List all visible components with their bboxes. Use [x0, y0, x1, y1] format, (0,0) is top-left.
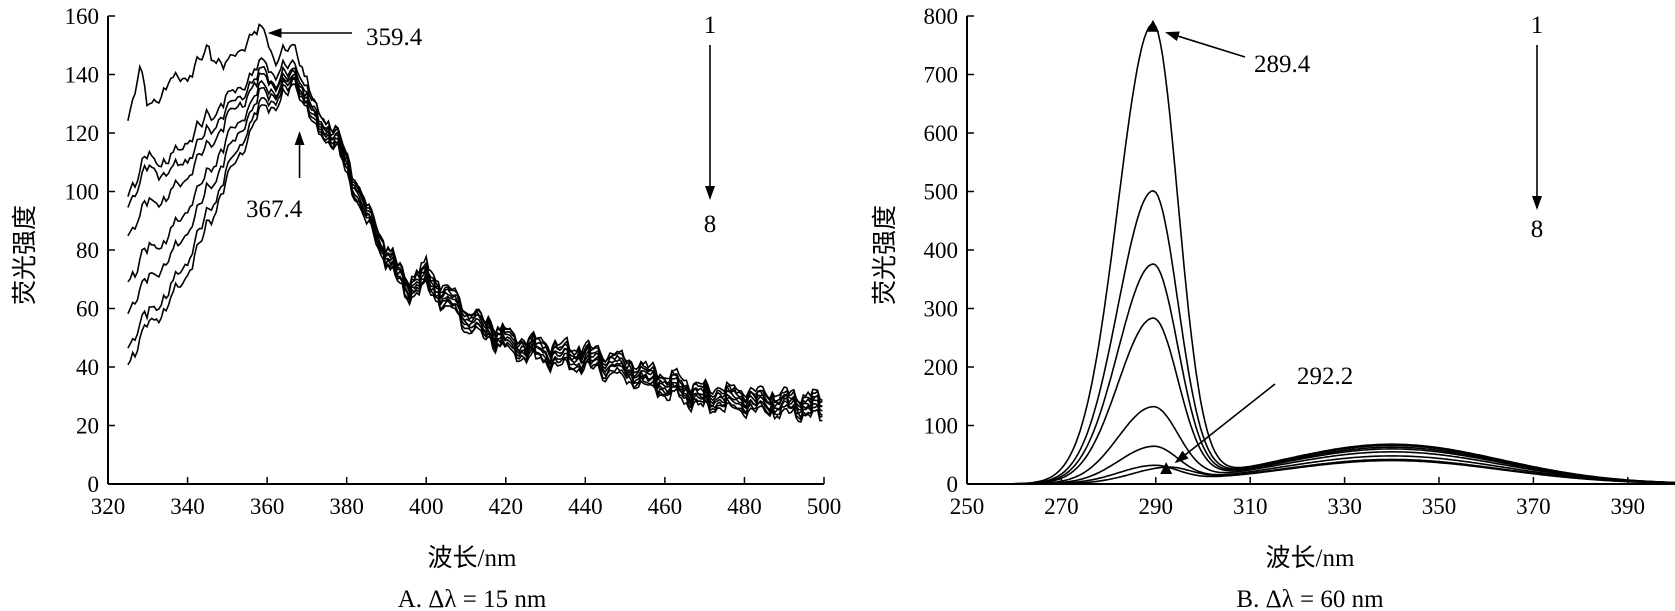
x-tick-label: 480 — [727, 494, 762, 519]
spectrum-line-a-5 — [127, 72, 823, 415]
x-tick-label: 290 — [1139, 494, 1174, 519]
arrow-289 — [1165, 31, 1246, 58]
panel-a-xlabel: 波长/nm — [428, 544, 517, 572]
spectrum-line-a-3 — [127, 65, 823, 409]
spectrum-line-a-7 — [127, 77, 823, 422]
peak-marker — [1146, 19, 1159, 32]
spectrum-line-a-1 — [127, 23, 823, 405]
x-tick-label: 500 — [807, 494, 842, 519]
y-tick-label: 100 — [65, 180, 100, 205]
spectrum-line-a-8 — [127, 83, 823, 423]
y-tick-label: 800 — [924, 4, 959, 29]
spectrum-line-b-1 — [967, 23, 1675, 485]
panel-a-caption: A. Δλ = 15 nm — [398, 586, 547, 611]
annotation-289-4: 289.4 — [1254, 51, 1311, 78]
panel-a-ylabel: 荧光强度 — [11, 205, 39, 305]
y-tick-label: 0 — [88, 472, 100, 497]
x-tick-label: 390 — [1611, 494, 1646, 519]
spectrum-line-a-2 — [127, 57, 823, 408]
spectrum-line-b-5 — [967, 405, 1675, 485]
order-start-a: 1 — [704, 12, 717, 39]
panel-b-ylabel: 荧光强度 — [871, 205, 899, 305]
x-tick-label: 440 — [568, 494, 603, 519]
y-tick-label: 20 — [76, 414, 99, 439]
spectrum-line-b-8 — [967, 459, 1675, 485]
x-tick-label: 320 — [91, 494, 126, 519]
y-tick-label: 140 — [65, 63, 100, 88]
y-tick-label: 160 — [65, 4, 100, 29]
x-tick-label: 370 — [1516, 494, 1551, 519]
x-tick-label: 420 — [489, 494, 524, 519]
spectrum-line-b-2 — [967, 189, 1675, 485]
spectrum-line-a-4 — [127, 68, 823, 411]
x-tick-label: 460 — [648, 494, 683, 519]
y-tick-label: 0 — [947, 472, 959, 497]
x-tick-label: 250 — [950, 494, 985, 519]
y-tick-label: 80 — [76, 238, 99, 263]
y-tick-label: 200 — [924, 355, 959, 380]
order-start-b: 1 — [1531, 12, 1544, 39]
y-tick-label: 400 — [924, 238, 959, 263]
x-tick-label: 310 — [1233, 494, 1268, 519]
y-tick-label: 40 — [76, 355, 99, 380]
annotation-292-2: 292.2 — [1297, 363, 1353, 390]
y-tick-label: 600 — [924, 121, 959, 146]
panel-b-caption: B. Δλ = 60 nm — [1236, 586, 1384, 611]
x-tick-label: 330 — [1327, 494, 1362, 519]
x-tick-label: 350 — [1422, 494, 1457, 519]
arrow-292 — [1174, 383, 1276, 464]
x-tick-label: 380 — [329, 494, 364, 519]
order-end-a: 8 — [704, 211, 717, 238]
y-tick-label: 100 — [924, 414, 959, 439]
y-tick-label: 700 — [924, 63, 959, 88]
y-tick-label: 120 — [65, 121, 100, 146]
x-tick-label: 340 — [170, 494, 205, 519]
y-tick-label: 300 — [924, 297, 959, 322]
y-tick-label: 60 — [76, 297, 99, 322]
spectrum-line-b-4 — [967, 317, 1675, 485]
panel-a-chart: 320 340 360 380 400 420 440 460 480 500 0 20 40 60 80 1… — [11, 4, 841, 611]
spectrum-line-b-6 — [967, 445, 1675, 485]
panel-b-xlabel: 波长/nm — [1266, 544, 1355, 572]
y-tick-label: 500 — [924, 180, 959, 205]
peak-marker — [1160, 461, 1173, 474]
annotation-367-4: 367.4 — [246, 196, 303, 223]
order-end-b: 8 — [1531, 216, 1544, 243]
x-tick-label: 270 — [1044, 494, 1079, 519]
x-tick-label: 400 — [409, 494, 444, 519]
annotation-359-4: 359.4 — [366, 24, 423, 51]
x-tick-label: 360 — [250, 494, 285, 519]
panel-b-chart: 250 270 290 310 330 350 370 390 0 100 200 300 400 500… — [871, 4, 1675, 611]
